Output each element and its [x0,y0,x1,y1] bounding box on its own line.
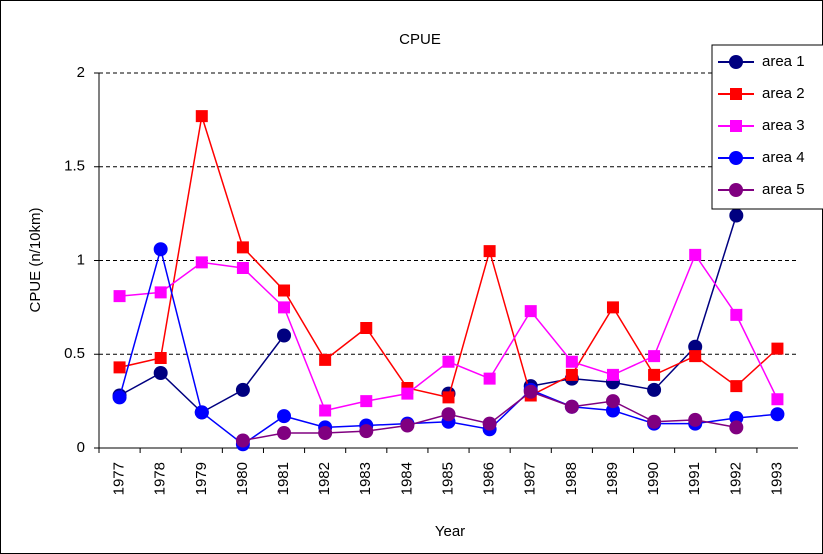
marker [729,420,744,435]
x-tick-label: 1983 [357,462,374,495]
marker [606,368,619,381]
y-tick-label: 2 [77,64,85,81]
marker [112,390,127,405]
marker [360,322,373,334]
marker [564,399,579,414]
x-tick-label: 1990 [645,462,662,495]
marker [319,353,332,366]
marker [730,120,742,132]
x-tick-label: 1991 [686,462,703,495]
marker [359,424,374,439]
x-tick-label: 1985 [439,462,456,495]
marker [154,352,167,364]
marker [278,284,291,297]
x-tick-label: 1989 [604,462,621,495]
marker [236,241,249,254]
marker [235,382,250,397]
marker [647,382,662,397]
x-tick-label: 1981 [275,462,292,495]
marker [278,301,291,314]
marker [195,110,208,123]
marker [648,350,661,363]
x-tick-label: 1978 [152,462,169,495]
marker [195,256,208,269]
marker [360,395,373,408]
chart-title: CPUE [399,31,441,48]
x-axis-title: Year [435,523,465,540]
marker [482,416,497,431]
x-tick-label: 1988 [563,462,580,495]
marker [565,368,578,381]
marker [524,305,537,318]
marker [235,433,250,448]
marker [154,286,167,299]
legend-label: area 3 [762,117,805,134]
x-tick-label: 1984 [398,462,415,495]
marker [729,208,744,223]
x-tick-label: 1993 [768,462,785,495]
marker [771,342,784,355]
marker [606,301,619,314]
x-tick-label: 1986 [481,462,498,495]
x-tick-label: 1977 [111,462,128,495]
marker [729,55,743,69]
marker [236,262,249,274]
x-tick-label: 1980 [234,462,251,495]
marker [770,407,785,422]
legend-label: area 5 [762,181,805,198]
y-axis-title: CPUE (n/10km) [27,207,44,312]
marker [730,380,743,393]
marker [729,151,743,165]
marker [442,391,455,404]
marker [523,384,538,399]
y-tick-label: 1 [77,251,85,268]
marker [277,426,292,440]
y-tick-label: 1.5 [64,158,85,175]
marker [688,412,703,427]
marker [565,355,578,368]
marker [153,242,168,257]
marker [729,183,743,197]
legend-label: area 4 [762,149,805,166]
marker [319,404,332,417]
x-tick-label: 1992 [727,462,744,495]
y-tick-label: 0.5 [64,345,85,362]
x-tick-label: 1987 [522,462,539,495]
y-tick-label: 0 [77,439,85,456]
marker [605,394,620,409]
marker [483,245,496,258]
x-tick-label: 1979 [193,462,210,495]
marker [730,308,743,321]
marker [689,350,702,363]
marker [689,248,702,261]
marker [401,387,414,400]
legend-label: area 1 [762,53,805,70]
marker [113,290,126,303]
marker [483,372,496,385]
marker [400,418,415,433]
x-tick-label: 1982 [316,462,333,495]
marker [194,405,209,420]
marker [277,409,292,424]
marker [441,407,456,422]
marker [442,355,455,368]
legend-label: area 2 [762,85,805,102]
marker [730,88,742,100]
marker [277,328,292,343]
marker [318,426,333,440]
marker [771,393,784,406]
marker [153,366,168,380]
marker [113,361,126,374]
marker [648,368,661,381]
marker [647,414,662,429]
